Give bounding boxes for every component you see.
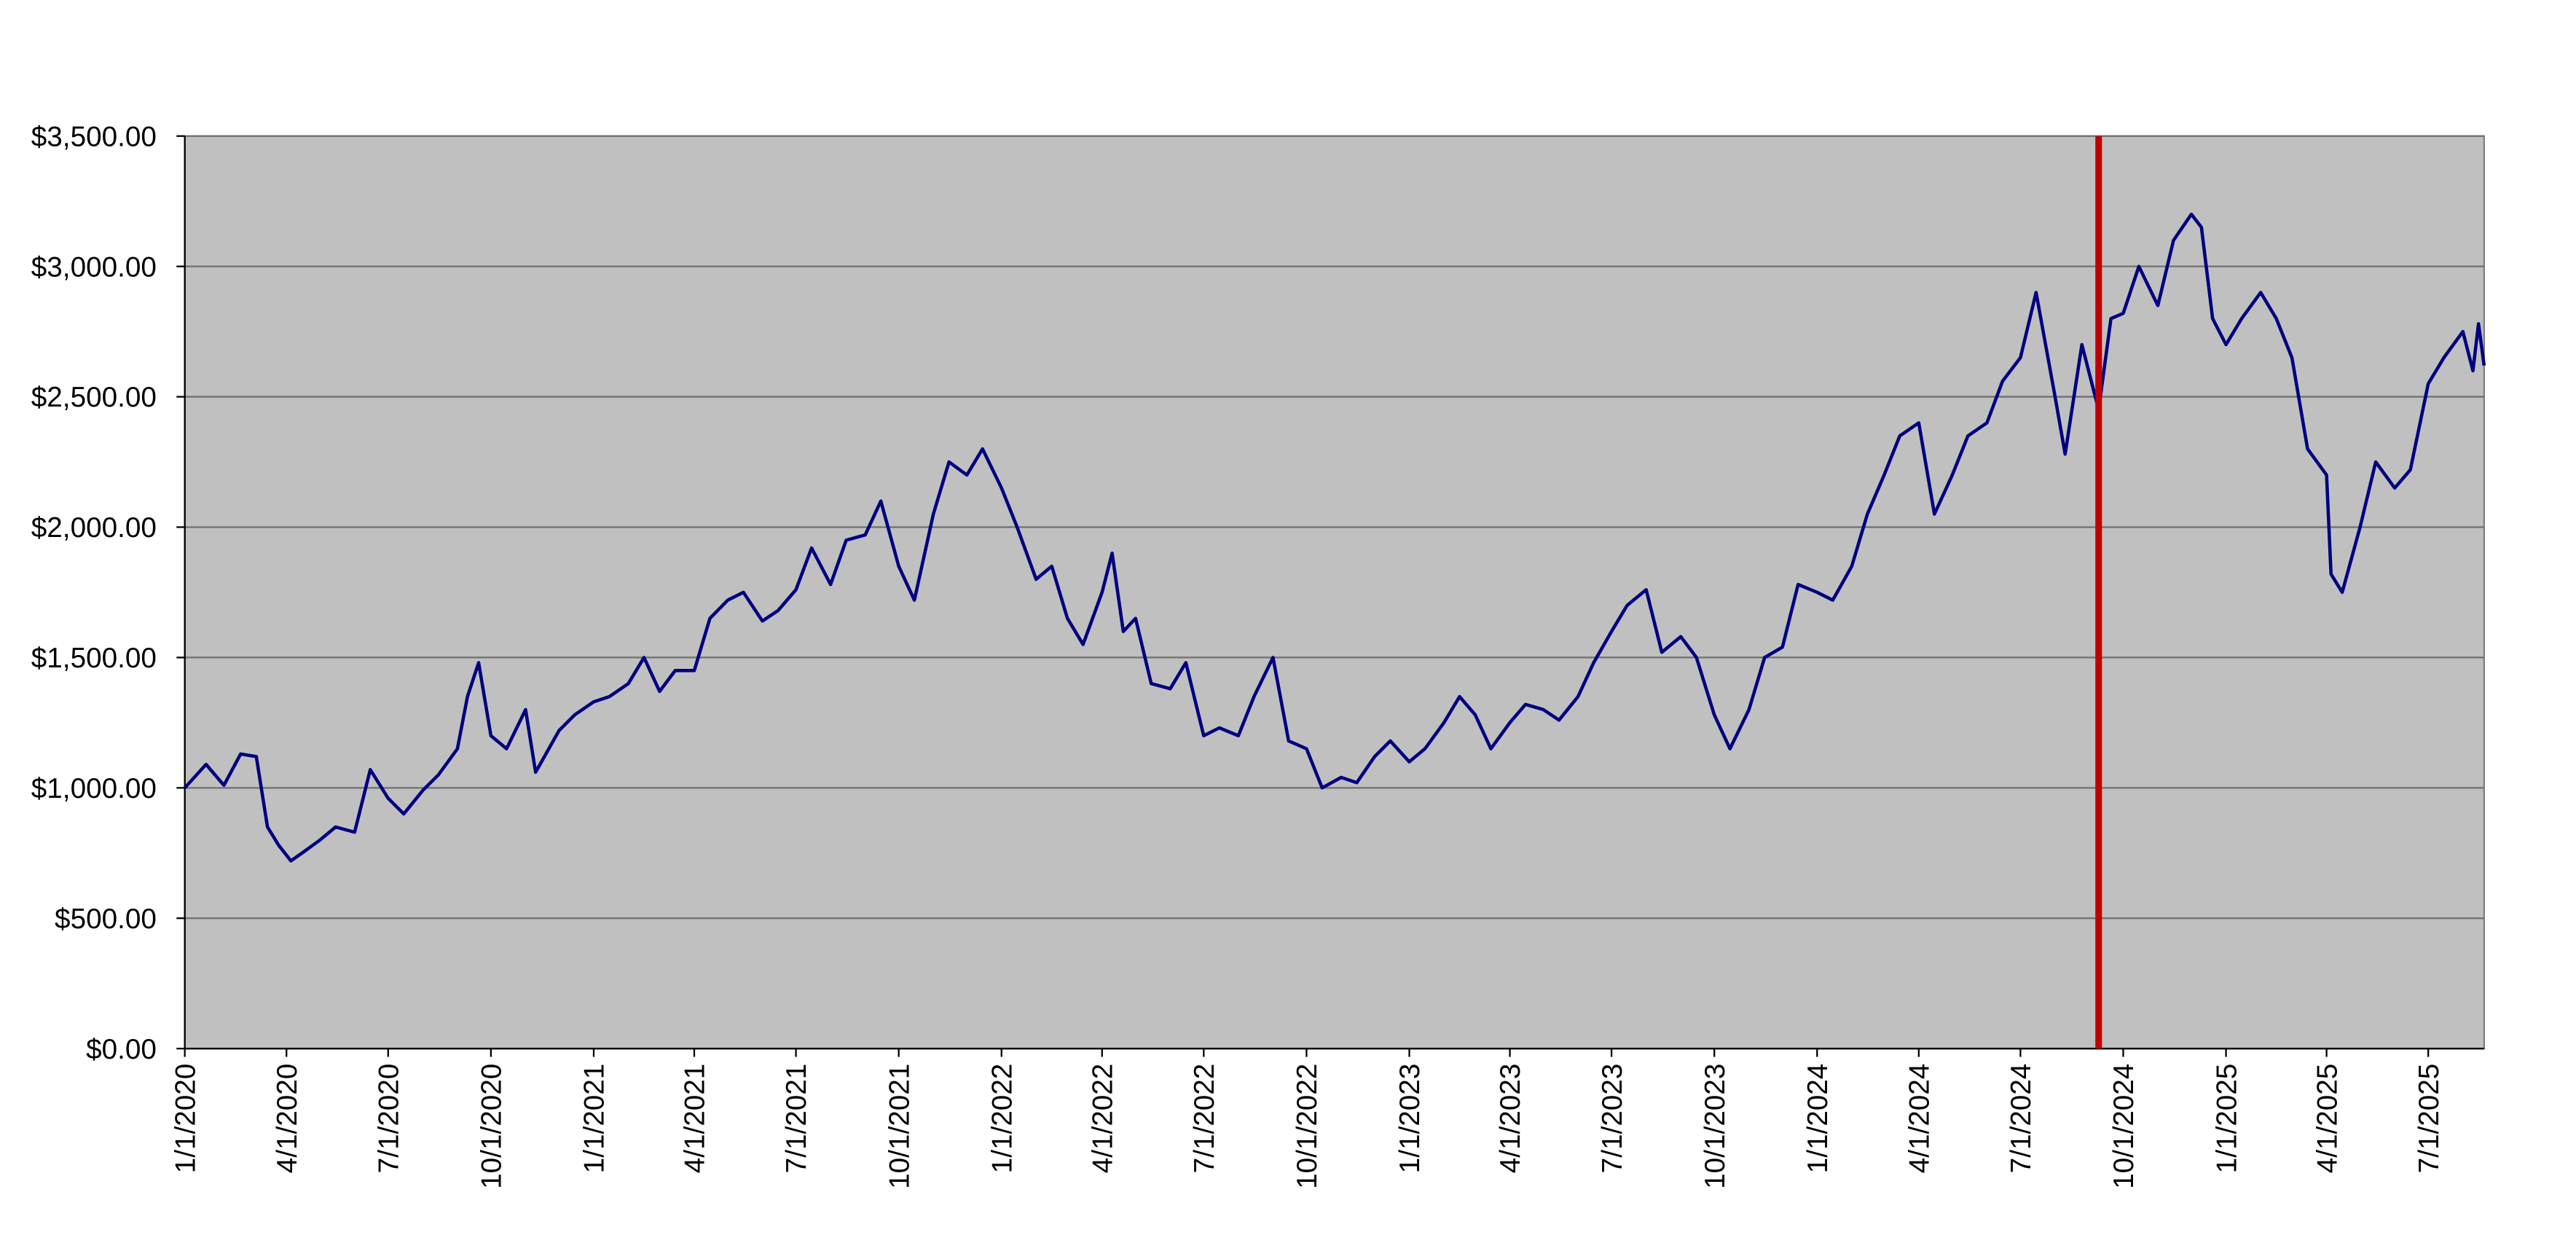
x-tick-label: 7/1/2024 xyxy=(2006,1064,2037,1174)
x-tick-label: 4/1/2023 xyxy=(1495,1064,1526,1174)
price-line xyxy=(183,212,2486,863)
y-tick-label: $3,000.00 xyxy=(31,251,157,283)
x-tick-label: 7/1/2021 xyxy=(781,1064,812,1174)
plot-area xyxy=(184,135,2485,1050)
x-tick-label: 10/1/2021 xyxy=(884,1064,915,1189)
x-tick-label: 1/1/2024 xyxy=(1802,1064,1834,1174)
x-tick-label: 4/1/2021 xyxy=(680,1064,711,1174)
x-tick-label: 1/1/2022 xyxy=(986,1064,1018,1174)
x-tick-label: 10/1/2020 xyxy=(476,1064,508,1189)
y-tick-label: $3,500.00 xyxy=(31,121,157,152)
x-tick-label: 4/1/2025 xyxy=(2312,1064,2343,1174)
x-tick-label: 10/1/2022 xyxy=(1292,1064,1323,1189)
y-tick-label: $500.00 xyxy=(55,903,157,935)
x-tick-label: 10/1/2023 xyxy=(1700,1064,1731,1189)
x-tick-label: 10/1/2024 xyxy=(2108,1064,2140,1189)
y-tick-label: $1,000.00 xyxy=(31,773,157,804)
y-tick-label: $2,000.00 xyxy=(31,512,157,544)
y-tick-label: $1,500.00 xyxy=(31,643,157,674)
x-tick-label: 1/1/2021 xyxy=(579,1064,610,1174)
x-tick-label: 1/1/2025 xyxy=(2211,1064,2242,1174)
x-tick-label: 7/1/2025 xyxy=(2414,1064,2445,1174)
x-tick-label: 4/1/2022 xyxy=(1087,1064,1118,1174)
x-tick-label: 7/1/2022 xyxy=(1189,1064,1220,1174)
x-tick-label: 4/1/2024 xyxy=(1904,1064,1936,1174)
x-tick-label: 7/1/2023 xyxy=(1597,1064,1628,1174)
x-tick-label: 1/1/2023 xyxy=(1394,1064,1426,1174)
y-tick-label: $0.00 xyxy=(86,1034,157,1065)
x-tick-label: 7/1/2020 xyxy=(373,1064,404,1174)
y-tick-label: $2,500.00 xyxy=(31,382,157,413)
x-tick-label: 1/1/2020 xyxy=(170,1064,201,1174)
x-tick-label: 4/1/2020 xyxy=(272,1064,303,1174)
